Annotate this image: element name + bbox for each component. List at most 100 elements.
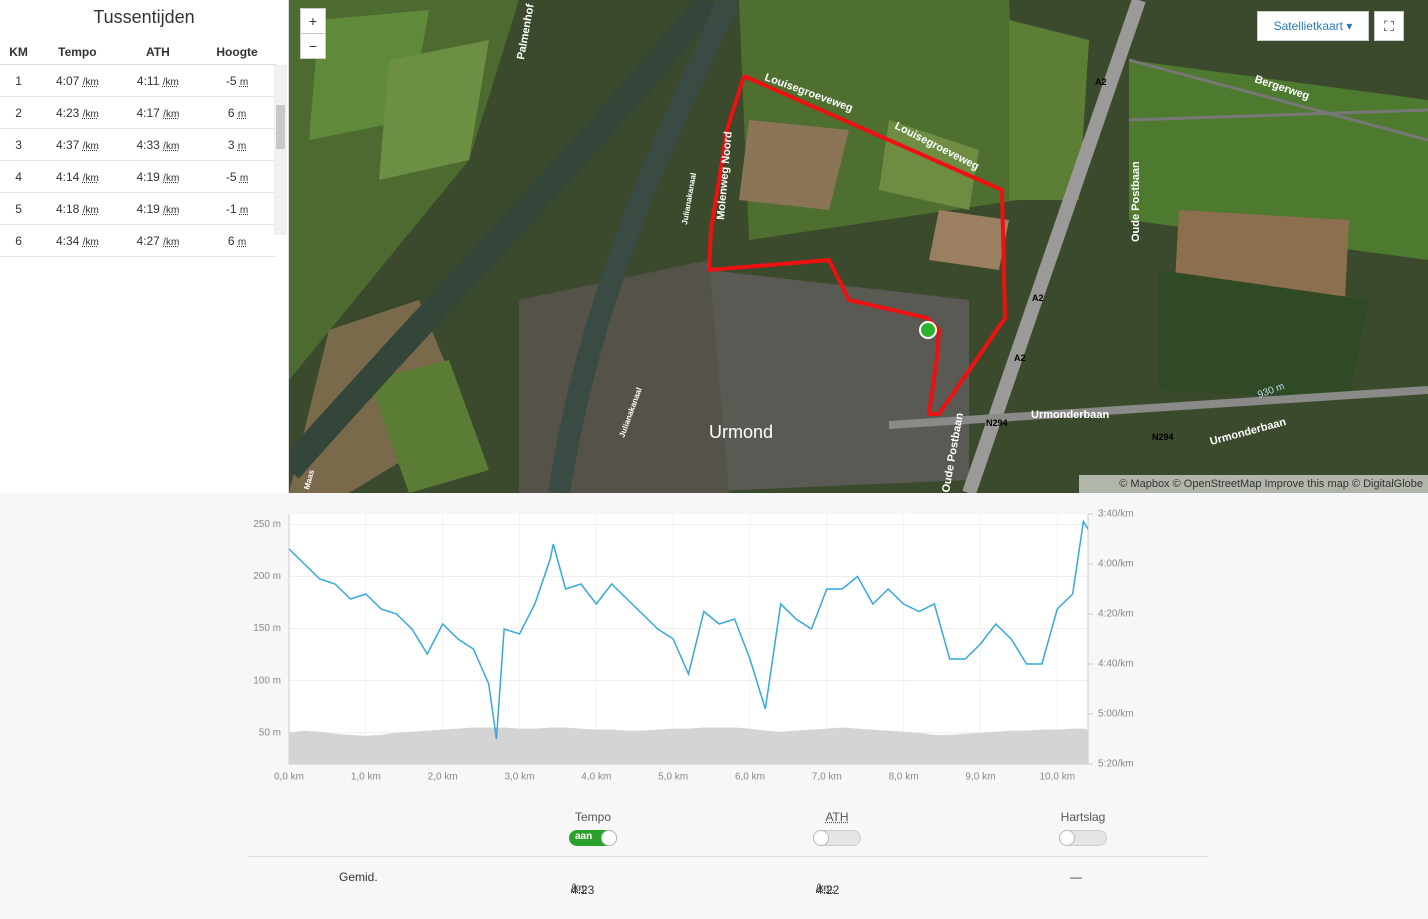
summary-label: Gemid. <box>339 870 378 884</box>
splits-title: Tussentijden <box>93 7 195 27</box>
y-tick-label: 150 m <box>253 623 281 634</box>
value: 4:23 <box>55 105 80 120</box>
unit: /km. <box>816 883 835 894</box>
y2-tick-label: 3:40/km <box>1098 509 1134 520</box>
height-cell: 6 m <box>198 224 276 257</box>
value: 4:07 <box>55 73 80 88</box>
unit: /km <box>82 76 99 88</box>
y2-tick-label: 4:20/km <box>1098 609 1134 620</box>
km-cell: 6 <box>0 224 38 257</box>
split-row: 3 4:37 /km 4:33 /km 3 m <box>0 128 276 161</box>
column-header: Hoogte <box>198 40 276 65</box>
unit: m <box>237 236 247 248</box>
value: 4:33 <box>136 137 160 152</box>
tempo-cell: 4:18 /km <box>37 192 118 225</box>
toggle[interactable]: aan <box>569 830 617 846</box>
splits-panel: Tussentijden KM Tempo ATH Hoogte 1 4:07 /km 4:… <box>0 0 289 493</box>
x-tick-label: 2,0 km <box>428 772 458 783</box>
scroll-thumb[interactable] <box>276 105 285 149</box>
layer-select[interactable]: Satellietkaart ▾ <box>1257 11 1369 41</box>
tempo-cell: 4:07 /km <box>37 64 118 97</box>
tempo-line <box>288 519 1089 740</box>
plot-background <box>289 514 1088 764</box>
x-tick-label: 6,0 km <box>735 772 765 783</box>
height-cell: -1 m <box>198 192 276 225</box>
split-row: 5 4:18 /km 4:19 /km -1 m <box>0 192 276 225</box>
ath-cell: 4:19 /km <box>117 192 199 225</box>
value: 4:27 <box>136 233 160 248</box>
value: -1 <box>225 201 237 216</box>
value: 4:34 <box>55 233 80 248</box>
map[interactable]: Palmenhof Louisegroeveweg Louisegroevewe… <box>289 0 1428 493</box>
ath-cell: 4:33 /km <box>117 128 199 161</box>
column-header: KM <box>0 40 38 65</box>
zoom-out[interactable]: − <box>300 33 326 59</box>
tempo-cell: 4:37 /km <box>37 128 118 161</box>
chart: 50 m 100 m 150 m 200 m 250 m 3:40/km 4:00/km 4:… <box>253 509 1134 783</box>
toggle[interactable] <box>813 830 861 846</box>
tempo-control[interactable]: Tempo aan <box>533 810 653 846</box>
map-label: Urmonderbaan <box>1031 409 1110 421</box>
map-label: A2 <box>1032 293 1044 303</box>
split-row: 6 4:34 /km 4:27 /km 6 m <box>0 224 276 257</box>
summary-heart: — <box>1070 870 1082 884</box>
value: 4:17 <box>136 105 160 120</box>
km-cell: 2 <box>0 96 38 129</box>
unit: /km <box>82 108 99 120</box>
scrollbar[interactable] <box>274 65 287 235</box>
value: 4:14 <box>55 169 80 184</box>
unit: /km <box>163 204 180 216</box>
y-tick-label: 100 m <box>253 675 281 686</box>
column-header: ATH <box>117 40 199 65</box>
value: 4:19 <box>136 201 160 216</box>
toggle-state: aan <box>575 831 593 842</box>
value: 4:23 <box>571 883 595 897</box>
map-attribution[interactable]: © Mapbox © OpenStreetMap Improve this ma… <box>1119 478 1423 490</box>
x-tick-label: 4,0 km <box>581 772 611 783</box>
unit: /km <box>82 236 99 248</box>
header-row: KM Tempo ATH Hoogte <box>0 40 276 65</box>
km-cell: 3 <box>0 128 38 161</box>
x-tick-label: 5,0 km <box>658 772 688 783</box>
ath-cell: 4:17 /km <box>117 96 199 129</box>
column-header: Tempo <box>37 40 118 65</box>
x-tick-label: 8,0 km <box>889 772 919 783</box>
map-label: N294 <box>986 418 1008 428</box>
fullscreen-button[interactable]: ⛶ <box>1374 11 1404 41</box>
ath-cell: 4:19 /km <box>117 160 199 193</box>
x-tick-label: 1,0 km <box>351 772 381 783</box>
unit: m <box>239 76 249 88</box>
map-label: A2 <box>1095 77 1107 87</box>
value: 4:22 <box>816 883 840 897</box>
unit: /km <box>82 172 99 184</box>
x-tick-label: 9,0 km <box>965 772 995 783</box>
y2-tick-label: 5:00/km <box>1098 709 1134 720</box>
splits-table: KM Tempo ATH Hoogte 1 4:07 /km 4:11 /km -5 m 2 4:… <box>0 40 276 257</box>
tempo-cell: 4:14 /km <box>37 160 118 193</box>
layer-label: Satellietkaart <box>1273 19 1343 33</box>
control-label: ATH <box>825 810 849 824</box>
heart-control[interactable]: Hartslag <box>1023 810 1143 846</box>
tempo-cell: 4:23 /km <box>37 96 118 129</box>
height-cell: -5 m <box>198 64 276 97</box>
unit: /km <box>82 204 99 216</box>
control-label: Tempo <box>574 810 612 824</box>
x-tick-label: 10,0 km <box>1039 772 1075 783</box>
unit: m <box>239 204 249 216</box>
y-tick-label: 250 m <box>253 519 281 530</box>
height-cell: -5 m <box>198 160 276 193</box>
value: 4:37 <box>55 137 80 152</box>
x-tick-label: 0,0 km <box>274 772 304 783</box>
zoom-in[interactable]: + <box>300 8 326 34</box>
value: 4:18 <box>55 201 80 216</box>
unit: /km <box>163 108 180 120</box>
unit: /km <box>82 140 99 152</box>
unit: /km <box>163 236 180 248</box>
km-cell: 1 <box>0 64 38 97</box>
ath-control[interactable]: ATH <box>777 810 897 846</box>
map-label: N294 <box>1152 432 1174 442</box>
x-tick-label: 3,0 km <box>504 772 534 783</box>
ath-cell: 4:27 /km <box>117 224 199 257</box>
toggle[interactable] <box>1059 830 1107 846</box>
